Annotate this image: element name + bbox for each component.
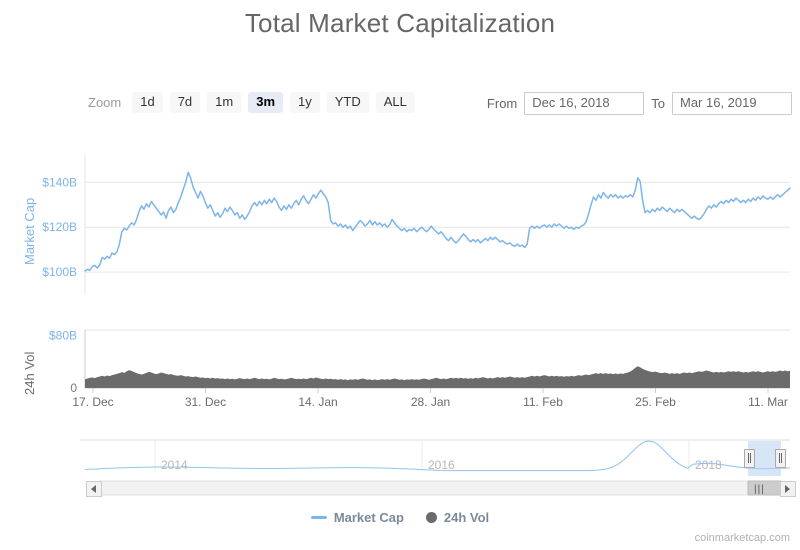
chart-plot-area[interactable]: $100B $120B $140B $80B 0 17. Dec 31. Dec 14. … (0, 0, 800, 510)
range-selector: Zoom 1d 7d 1m 3m 1y YTD ALL (88, 92, 415, 113)
to-label: To (651, 96, 665, 111)
svg-text:11. Feb: 11. Feb (523, 395, 563, 409)
range-button-3m[interactable]: 3m (248, 92, 284, 113)
svg-text:0: 0 (70, 381, 77, 395)
svg-text:31. Dec: 31. Dec (185, 395, 226, 409)
left-arrow-icon (91, 485, 96, 493)
from-label: From (486, 96, 518, 111)
legend-item-24h-vol[interactable]: 24h Vol (425, 510, 490, 525)
svg-text:2018: 2018 (695, 458, 722, 472)
date-range-inputs: From To (487, 92, 792, 115)
svg-text:$100B: $100B (42, 265, 77, 279)
navigator-series-line (84, 440, 791, 472)
market-cap-y-axis-ticks: $100B $120B $140B (42, 175, 77, 279)
svg-text:14. Jan: 14. Jan (298, 395, 337, 409)
range-button-1d[interactable]: 1d (132, 92, 163, 113)
scrollbar-thumb-grip[interactable]: ||| (754, 484, 765, 495)
market-cap-line-series[interactable] (84, 171, 791, 272)
svg-text:17. Dec: 17. Dec (72, 395, 113, 409)
svg-text:$140B: $140B (42, 175, 77, 189)
svg-text:$120B: $120B (42, 220, 77, 234)
navigator-handle-left[interactable] (744, 449, 755, 468)
navigator[interactable]: 2014 2016 2018 (80, 439, 791, 496)
svg-text:$80B: $80B (49, 328, 77, 342)
scrollbar-left-arrow[interactable] (86, 481, 102, 497)
scrollbar-track[interactable] (99, 480, 781, 496)
gridlines (84, 155, 790, 389)
range-button-7d[interactable]: 7d (169, 92, 201, 113)
legend-label-24h-vol: 24h Vol (443, 510, 490, 525)
svg-text:25. Feb: 25. Feb (635, 395, 676, 409)
range-button-1y[interactable]: 1y (290, 92, 320, 113)
range-button-all[interactable]: ALL (375, 92, 415, 113)
range-button-1m[interactable]: 1m (207, 92, 242, 113)
x-axis-ticks: 17. Dec 31. Dec 14. Jan 28. Jan 11. Feb 25. F… (72, 388, 788, 409)
range-button-ytd[interactable]: YTD (326, 92, 369, 113)
to-date-input[interactable] (672, 92, 792, 115)
chart-legend: Market Cap 24h Vol (0, 510, 800, 525)
svg-text:11. Mar: 11. Mar (748, 395, 788, 409)
svg-text:2016: 2016 (428, 458, 455, 472)
dot-symbol-icon (425, 512, 437, 523)
line-symbol-icon (310, 516, 327, 519)
svg-text:2014: 2014 (161, 458, 188, 472)
volume-y-axis-ticks: $80B 0 (49, 328, 77, 395)
legend-item-market-cap[interactable]: Market Cap (310, 510, 404, 525)
navigator-handle-right[interactable] (775, 449, 786, 468)
page-title: Total Market Capitalization (244, 8, 556, 38)
volume-area-series[interactable] (85, 366, 790, 388)
legend-label-market-cap: Market Cap (333, 510, 404, 525)
from-date-input[interactable] (524, 92, 645, 115)
right-arrow-icon (785, 485, 790, 493)
svg-text:28. Jan: 28. Jan (411, 395, 450, 409)
range-selector-label: Zoom (88, 95, 122, 110)
chart-credit[interactable]: coinmarketcap.com (694, 532, 790, 544)
scrollbar-right-arrow[interactable] (780, 481, 796, 497)
